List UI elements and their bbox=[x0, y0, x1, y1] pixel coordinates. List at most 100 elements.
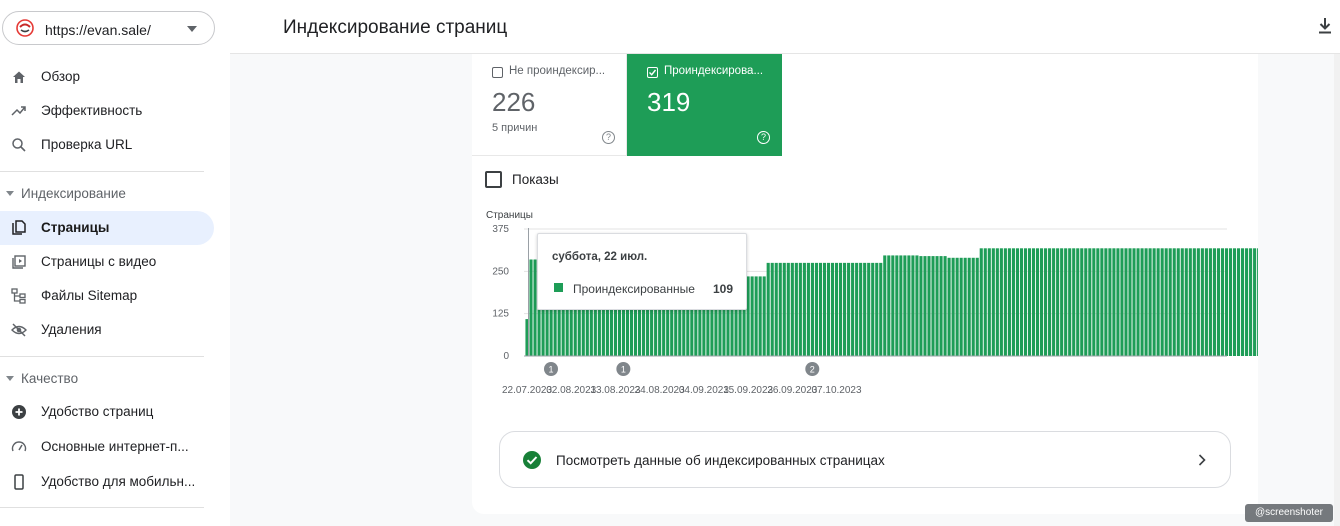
bar[interactable] bbox=[1257, 248, 1258, 356]
bar[interactable] bbox=[1060, 248, 1064, 356]
bar[interactable] bbox=[1128, 248, 1132, 356]
bar[interactable] bbox=[975, 257, 979, 356]
bar[interactable] bbox=[533, 259, 537, 356]
bar[interactable] bbox=[1172, 248, 1176, 356]
bar[interactable] bbox=[1200, 248, 1204, 356]
bar[interactable] bbox=[702, 275, 706, 356]
scrollbar[interactable] bbox=[1334, 54, 1340, 526]
bar[interactable] bbox=[1104, 248, 1108, 356]
bar[interactable] bbox=[1080, 248, 1084, 356]
bar[interactable] bbox=[1076, 248, 1080, 356]
bar[interactable] bbox=[1188, 248, 1192, 356]
bar[interactable] bbox=[939, 256, 943, 356]
checkbox-checked-icon[interactable] bbox=[647, 67, 658, 78]
bar[interactable] bbox=[710, 275, 714, 356]
bar[interactable] bbox=[734, 276, 738, 356]
bar[interactable] bbox=[855, 262, 859, 356]
bar[interactable] bbox=[746, 276, 750, 356]
bar[interactable] bbox=[959, 257, 963, 356]
bar[interactable] bbox=[1168, 248, 1172, 356]
bar[interactable] bbox=[666, 275, 670, 356]
bar[interactable] bbox=[1048, 248, 1052, 356]
not-indexed-tile[interactable]: Не проиндексир... 226 5 причин ? bbox=[472, 54, 627, 156]
bar[interactable] bbox=[810, 262, 814, 356]
checkbox-unchecked-icon[interactable] bbox=[485, 171, 502, 188]
bar[interactable] bbox=[871, 262, 875, 356]
bar[interactable] bbox=[1220, 248, 1225, 356]
bar[interactable] bbox=[1096, 248, 1100, 356]
bar[interactable] bbox=[1088, 248, 1092, 356]
bar[interactable] bbox=[690, 275, 694, 356]
bar[interactable] bbox=[1027, 248, 1032, 356]
bar[interactable] bbox=[525, 319, 529, 356]
bar[interactable] bbox=[529, 259, 533, 356]
bar[interactable] bbox=[1052, 248, 1056, 356]
bar[interactable] bbox=[674, 275, 678, 356]
bar[interactable] bbox=[995, 248, 999, 356]
bar[interactable] bbox=[923, 256, 927, 356]
nav-overview[interactable]: Обзор bbox=[0, 60, 214, 94]
bar[interactable] bbox=[967, 257, 971, 356]
bar[interactable] bbox=[694, 275, 698, 356]
bar[interactable] bbox=[722, 275, 726, 356]
bar[interactable] bbox=[983, 248, 987, 356]
bar[interactable] bbox=[1064, 248, 1068, 356]
bar[interactable] bbox=[1040, 248, 1044, 356]
bar[interactable] bbox=[774, 262, 778, 356]
bar[interactable] bbox=[762, 276, 766, 356]
bar[interactable] bbox=[754, 276, 758, 356]
bar[interactable] bbox=[1112, 248, 1116, 356]
bar[interactable] bbox=[678, 275, 682, 356]
bar[interactable] bbox=[633, 275, 638, 356]
bar[interactable] bbox=[863, 262, 867, 356]
annotation-marker[interactable] bbox=[544, 362, 558, 376]
bar[interactable] bbox=[750, 276, 754, 356]
bar[interactable] bbox=[1100, 248, 1104, 356]
bar[interactable] bbox=[698, 275, 702, 356]
bar[interactable] bbox=[1208, 248, 1212, 356]
bar[interactable] bbox=[1144, 248, 1148, 356]
bar[interactable] bbox=[682, 275, 686, 356]
bar[interactable] bbox=[1196, 248, 1200, 356]
bar[interactable] bbox=[770, 262, 774, 356]
bar[interactable] bbox=[943, 256, 947, 356]
bar[interactable] bbox=[714, 275, 718, 356]
bar[interactable] bbox=[782, 262, 786, 356]
bar[interactable] bbox=[642, 275, 646, 356]
bar[interactable] bbox=[742, 276, 746, 356]
bar[interactable] bbox=[971, 257, 975, 356]
bar[interactable] bbox=[1108, 248, 1112, 356]
bar[interactable] bbox=[1152, 248, 1156, 356]
bar[interactable] bbox=[1023, 248, 1028, 356]
nav-video-pages[interactable]: Страницы с видео bbox=[0, 245, 214, 279]
bar[interactable] bbox=[1035, 248, 1040, 356]
bar[interactable] bbox=[915, 255, 919, 356]
bar[interactable] bbox=[991, 248, 995, 356]
bar[interactable] bbox=[1245, 248, 1249, 356]
bar[interactable] bbox=[963, 257, 967, 356]
bar[interactable] bbox=[1092, 248, 1096, 356]
bar[interactable] bbox=[670, 275, 674, 356]
bar[interactable] bbox=[1124, 248, 1128, 356]
nav-page-experience[interactable]: Удобство страниц bbox=[0, 395, 214, 429]
bar[interactable] bbox=[1164, 248, 1168, 356]
download-icon[interactable] bbox=[1317, 17, 1333, 35]
nav-core-web-vitals[interactable]: Основные интернет-п... bbox=[0, 430, 214, 464]
property-selector[interactable]: https://evan.sale/ bbox=[2, 11, 215, 45]
nav-performance[interactable]: Эффективность bbox=[0, 94, 214, 128]
bar[interactable] bbox=[947, 257, 951, 356]
annotation-marker[interactable] bbox=[805, 362, 820, 376]
bar[interactable] bbox=[686, 275, 690, 356]
bar[interactable] bbox=[1072, 248, 1076, 356]
bar[interactable] bbox=[1253, 248, 1257, 356]
bar[interactable] bbox=[766, 262, 770, 356]
bar[interactable] bbox=[1176, 248, 1180, 356]
bar[interactable] bbox=[1228, 248, 1233, 356]
bar[interactable] bbox=[887, 255, 891, 356]
bar[interactable] bbox=[1180, 248, 1184, 356]
bar[interactable] bbox=[1232, 248, 1237, 356]
bar[interactable] bbox=[798, 262, 802, 356]
bar[interactable] bbox=[935, 256, 939, 356]
bar[interactable] bbox=[839, 262, 843, 356]
bar[interactable] bbox=[951, 257, 955, 356]
